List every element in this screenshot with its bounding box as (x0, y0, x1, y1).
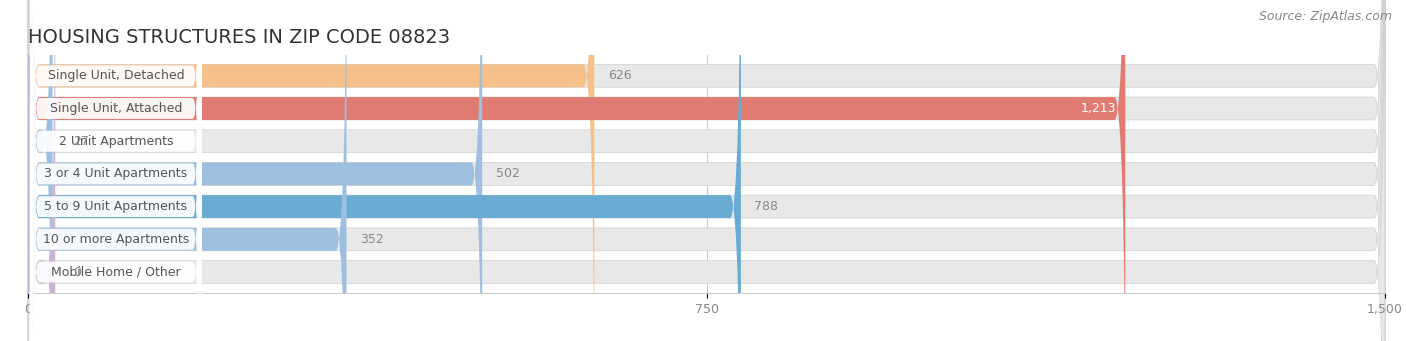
Text: 0: 0 (73, 266, 82, 279)
Text: 502: 502 (496, 167, 520, 180)
FancyBboxPatch shape (30, 0, 202, 341)
FancyBboxPatch shape (28, 0, 52, 341)
FancyBboxPatch shape (28, 0, 741, 341)
Text: Mobile Home / Other: Mobile Home / Other (51, 266, 181, 279)
Text: 27: 27 (73, 135, 89, 148)
FancyBboxPatch shape (28, 0, 1385, 341)
Text: 626: 626 (607, 69, 631, 82)
FancyBboxPatch shape (28, 0, 1125, 341)
FancyBboxPatch shape (28, 0, 346, 341)
FancyBboxPatch shape (28, 0, 1385, 341)
FancyBboxPatch shape (28, 0, 1385, 341)
Text: Single Unit, Attached: Single Unit, Attached (49, 102, 181, 115)
FancyBboxPatch shape (28, 0, 595, 341)
Text: 788: 788 (755, 200, 779, 213)
FancyBboxPatch shape (28, 0, 1385, 341)
FancyBboxPatch shape (28, 0, 55, 341)
FancyBboxPatch shape (28, 0, 482, 341)
FancyBboxPatch shape (28, 0, 1385, 341)
Text: Source: ZipAtlas.com: Source: ZipAtlas.com (1258, 10, 1392, 23)
Text: 2 Unit Apartments: 2 Unit Apartments (59, 135, 173, 148)
FancyBboxPatch shape (28, 0, 1385, 341)
Text: 3 or 4 Unit Apartments: 3 or 4 Unit Apartments (45, 167, 187, 180)
Text: 1,213: 1,213 (1081, 102, 1116, 115)
FancyBboxPatch shape (30, 0, 202, 341)
FancyBboxPatch shape (30, 0, 202, 341)
Text: HOUSING STRUCTURES IN ZIP CODE 08823: HOUSING STRUCTURES IN ZIP CODE 08823 (28, 28, 450, 47)
Text: 5 to 9 Unit Apartments: 5 to 9 Unit Apartments (45, 200, 187, 213)
Text: 10 or more Apartments: 10 or more Apartments (42, 233, 188, 246)
FancyBboxPatch shape (30, 0, 202, 341)
Text: 352: 352 (360, 233, 384, 246)
FancyBboxPatch shape (30, 0, 202, 341)
Text: Single Unit, Detached: Single Unit, Detached (48, 69, 184, 82)
FancyBboxPatch shape (30, 0, 202, 341)
FancyBboxPatch shape (30, 0, 202, 341)
FancyBboxPatch shape (28, 0, 1385, 341)
